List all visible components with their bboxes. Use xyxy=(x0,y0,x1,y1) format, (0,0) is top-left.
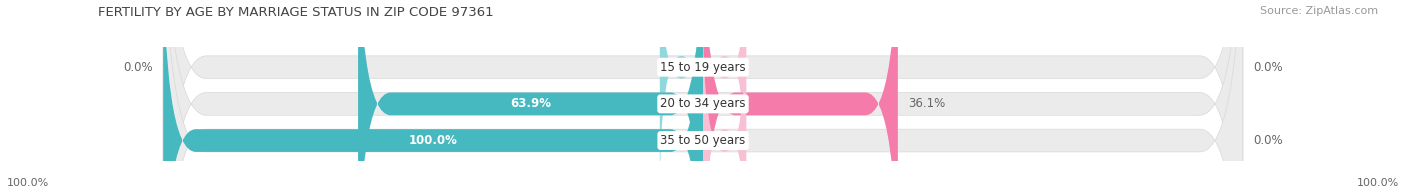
Text: 100.0%: 100.0% xyxy=(7,178,49,188)
FancyBboxPatch shape xyxy=(163,0,1243,196)
FancyBboxPatch shape xyxy=(163,0,703,196)
FancyBboxPatch shape xyxy=(703,0,747,196)
Text: 36.1%: 36.1% xyxy=(908,97,946,110)
Text: 0.0%: 0.0% xyxy=(122,61,152,74)
Text: 0.0%: 0.0% xyxy=(1254,61,1284,74)
FancyBboxPatch shape xyxy=(703,5,747,196)
FancyBboxPatch shape xyxy=(659,0,703,196)
Text: FERTILITY BY AGE BY MARRIAGE STATUS IN ZIP CODE 97361: FERTILITY BY AGE BY MARRIAGE STATUS IN Z… xyxy=(98,6,494,19)
FancyBboxPatch shape xyxy=(359,0,703,196)
Text: 100.0%: 100.0% xyxy=(1357,178,1399,188)
Text: 15 to 19 years: 15 to 19 years xyxy=(661,61,745,74)
FancyBboxPatch shape xyxy=(163,0,1243,196)
FancyBboxPatch shape xyxy=(163,0,1243,196)
FancyBboxPatch shape xyxy=(703,0,898,196)
Text: 35 to 50 years: 35 to 50 years xyxy=(661,134,745,147)
Text: Source: ZipAtlas.com: Source: ZipAtlas.com xyxy=(1260,6,1378,16)
Text: 63.9%: 63.9% xyxy=(510,97,551,110)
Text: 100.0%: 100.0% xyxy=(409,134,457,147)
Text: 20 to 34 years: 20 to 34 years xyxy=(661,97,745,110)
Text: 0.0%: 0.0% xyxy=(1254,134,1284,147)
